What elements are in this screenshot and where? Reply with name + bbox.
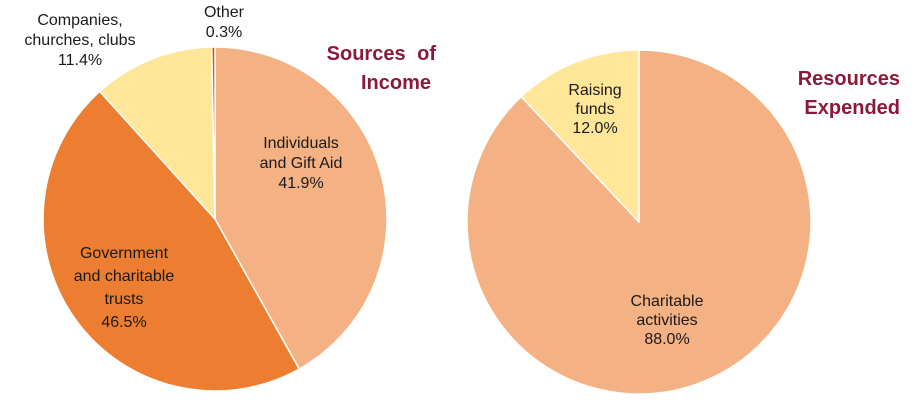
pie-2-slice-2-label: Raising funds 12.0% bbox=[568, 82, 621, 137]
pie-1-slice-3 bbox=[98, 46, 216, 220]
chart-title-resources-line-1: Resources bbox=[797, 68, 900, 90]
pie-1-slice-1-label: Individuals and Gift Aid 41.9% bbox=[260, 135, 343, 192]
pie-1-slice-4-label: Other 0.3% bbox=[204, 4, 245, 41]
pie-1-slice-4 bbox=[211, 46, 216, 220]
chart-title-resources-line-2: Expended bbox=[804, 97, 900, 119]
pie-1-slice-2-label: Government and charitable trusts 46.5% bbox=[74, 245, 175, 331]
pie-2-slice-1-label: Charitable activities 88.0% bbox=[631, 293, 704, 348]
pie-1-slice-2 bbox=[42, 90, 300, 392]
chart-title-sources-line-2: Income bbox=[360, 72, 431, 94]
pie-1-slice-1 bbox=[214, 46, 388, 370]
pie-1-slice-3-label: Companies, churches, clubs 11.4% bbox=[24, 12, 135, 69]
chart-title-sources-line-1: Sources of bbox=[326, 43, 436, 65]
pie-2 bbox=[466, 49, 812, 395]
pie-2-slice-2 bbox=[520, 49, 640, 223]
pie-1 bbox=[42, 46, 388, 392]
